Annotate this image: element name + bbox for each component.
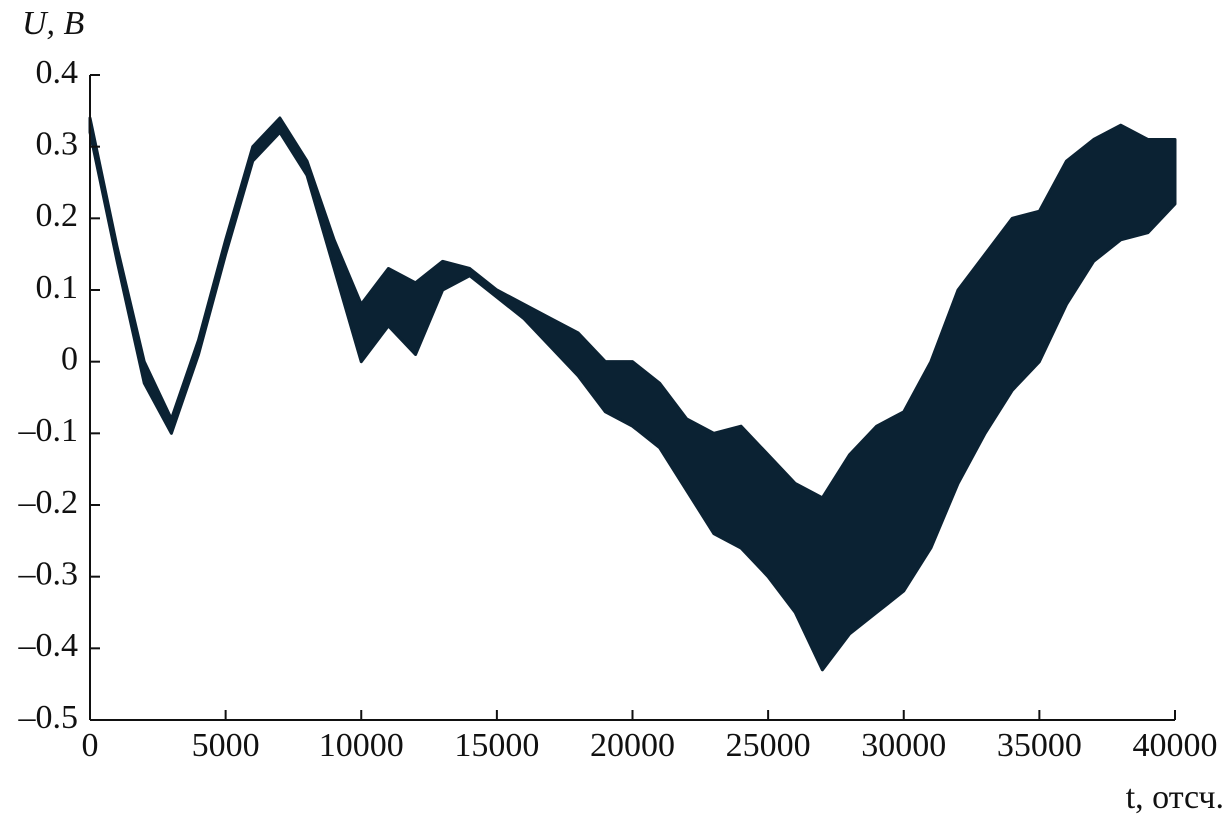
- y-axis-label: U, В: [22, 5, 85, 42]
- y-tick-label: 0.4: [36, 54, 79, 91]
- y-tick-label: 0.3: [36, 125, 79, 162]
- x-axis-label: t, отсч.: [1126, 779, 1224, 816]
- x-tick-label: 25000: [726, 727, 811, 764]
- y-tick-label: –0.1: [18, 412, 79, 449]
- x-tick-label: 0: [82, 727, 99, 764]
- x-tick-label: 35000: [997, 727, 1082, 764]
- x-tick-label: 5000: [192, 727, 260, 764]
- y-tick-label: –0.4: [18, 627, 79, 664]
- y-tick-label: 0.1: [36, 269, 79, 306]
- signal-band: [88, 116, 1177, 672]
- x-tick-label: 15000: [454, 727, 539, 764]
- x-tick-label: 30000: [861, 727, 946, 764]
- y-tick-label: –0.5: [18, 699, 79, 736]
- x-tick-label: 20000: [590, 727, 675, 764]
- x-tick-label: 10000: [319, 727, 404, 764]
- y-tick-label: 0.2: [36, 197, 79, 234]
- y-tick-label: –0.2: [18, 484, 79, 521]
- x-tick-label: 40000: [1133, 727, 1218, 764]
- y-tick-label: –0.3: [18, 555, 79, 592]
- y-tick-label: 0: [61, 340, 78, 377]
